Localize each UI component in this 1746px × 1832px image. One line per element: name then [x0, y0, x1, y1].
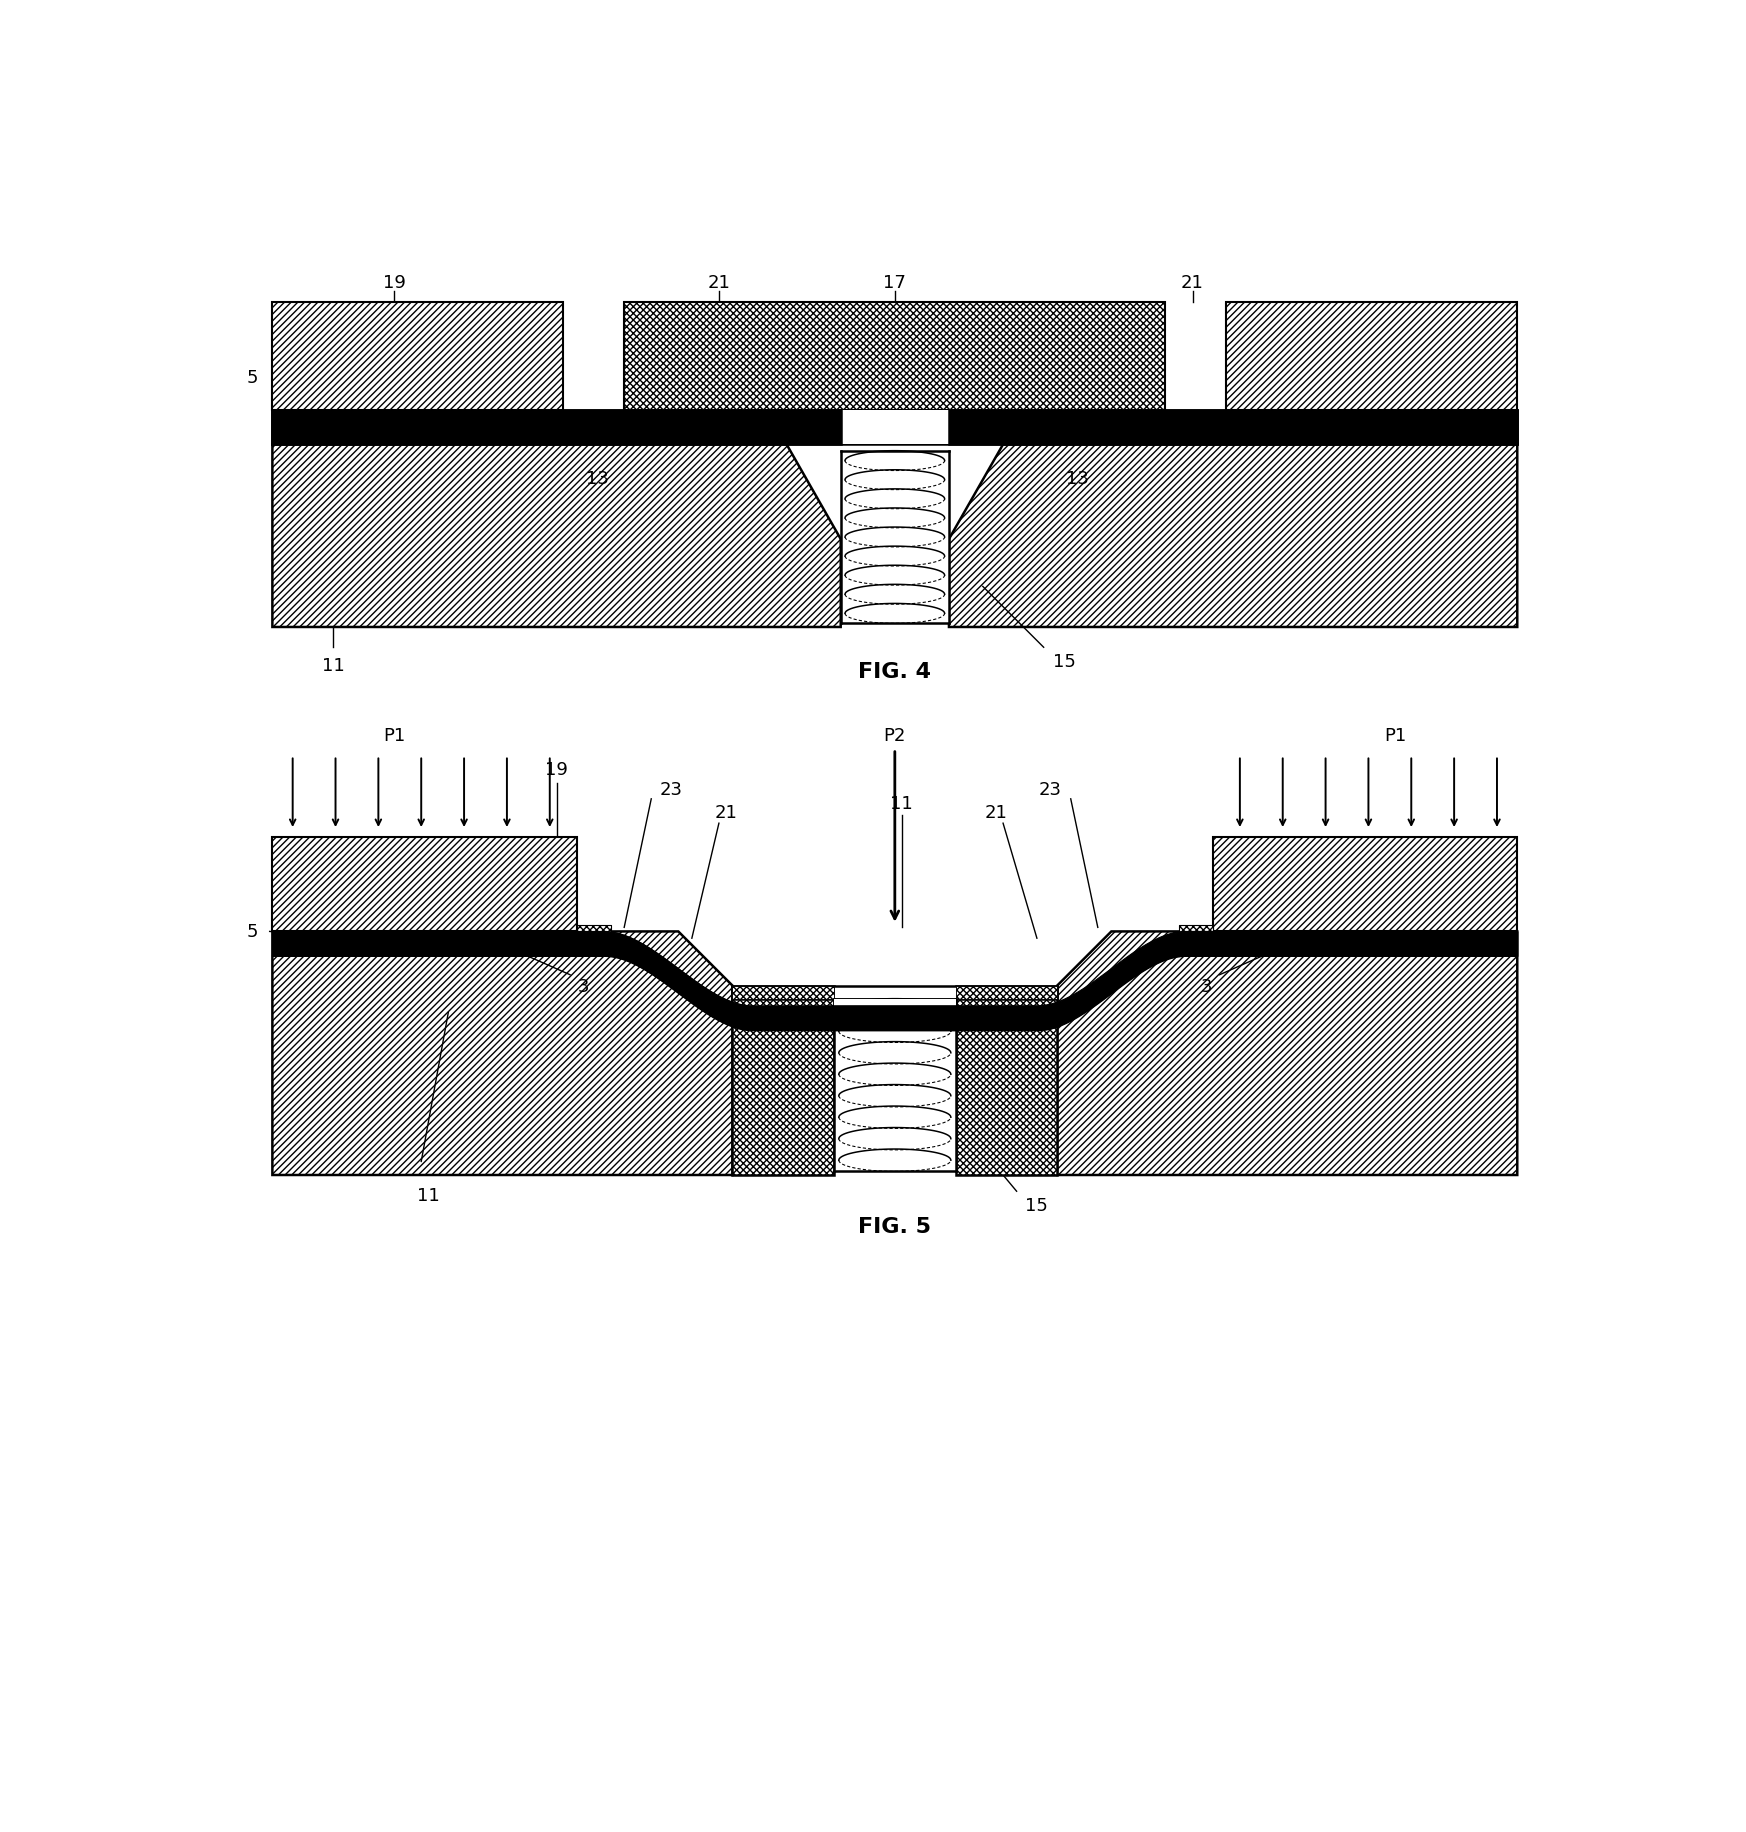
Text: 19: 19 — [382, 273, 405, 291]
Bar — [955, 986, 1058, 1176]
Bar — [1226, 302, 1517, 410]
Bar — [733, 986, 835, 1000]
Bar — [955, 986, 1058, 1176]
Bar — [955, 986, 1058, 1000]
Bar — [1213, 837, 1517, 932]
Text: 15: 15 — [1025, 1196, 1048, 1215]
Text: 11: 11 — [417, 1187, 440, 1205]
Text: P2: P2 — [883, 727, 906, 746]
Bar — [1213, 837, 1517, 932]
Bar — [1179, 925, 1213, 943]
Text: 5: 5 — [246, 923, 258, 942]
Text: 15: 15 — [1053, 652, 1076, 671]
Text: FIG. 5: FIG. 5 — [859, 1216, 931, 1237]
Text: 23: 23 — [660, 780, 683, 799]
Bar — [272, 302, 564, 410]
Text: 19: 19 — [545, 760, 567, 779]
Bar — [955, 986, 1058, 1000]
Text: 21: 21 — [707, 273, 730, 291]
Bar — [842, 410, 950, 445]
Bar — [576, 925, 611, 943]
Bar — [625, 302, 1166, 410]
Bar — [1179, 925, 1213, 943]
Text: 3: 3 — [1200, 976, 1212, 995]
Bar — [733, 986, 835, 1000]
Bar — [272, 837, 576, 932]
Text: 23: 23 — [1039, 780, 1062, 799]
Text: 3: 3 — [578, 976, 590, 995]
Bar — [272, 837, 576, 932]
Bar — [842, 453, 950, 623]
Text: 11: 11 — [321, 656, 344, 674]
Text: 21: 21 — [1180, 273, 1205, 291]
Text: 13: 13 — [1067, 469, 1090, 487]
Text: 5: 5 — [246, 368, 258, 387]
Text: P1: P1 — [382, 727, 405, 746]
Bar — [272, 410, 1517, 445]
Polygon shape — [272, 445, 842, 628]
Text: 17: 17 — [883, 273, 906, 291]
Bar — [835, 1000, 955, 1171]
Bar — [576, 925, 611, 943]
Polygon shape — [272, 932, 733, 1176]
Text: 13: 13 — [585, 469, 609, 487]
Bar — [733, 986, 1058, 1000]
Text: 11: 11 — [890, 795, 913, 812]
Text: 21: 21 — [985, 804, 1007, 823]
Bar — [625, 302, 1166, 410]
Bar — [1226, 302, 1517, 410]
Bar — [835, 1000, 955, 1031]
Bar — [733, 986, 835, 1176]
Text: FIG. 4: FIG. 4 — [859, 661, 931, 682]
Bar — [272, 410, 842, 445]
Text: P1: P1 — [1385, 727, 1407, 746]
Polygon shape — [1058, 932, 1517, 1176]
Polygon shape — [950, 445, 1517, 628]
Text: 21: 21 — [714, 804, 737, 823]
Bar — [272, 302, 564, 410]
Bar — [950, 410, 1517, 445]
Bar — [733, 986, 835, 1176]
